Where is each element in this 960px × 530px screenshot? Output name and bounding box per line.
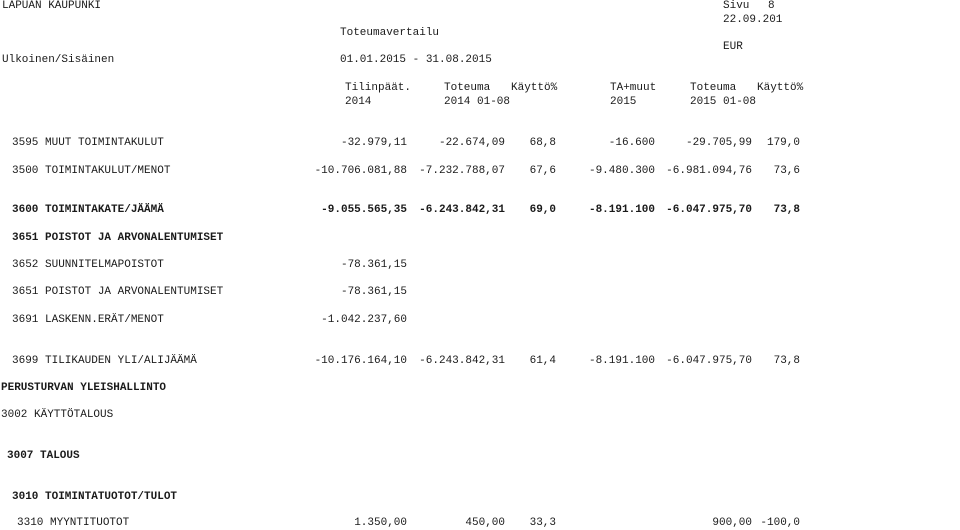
value-kaytto-2015: -100,0	[760, 517, 800, 529]
value-tilinpaat-2014: 1.350,00	[354, 517, 407, 529]
org-name: LAPUAN KAUPUNKI	[2, 0, 102, 12]
row-label: 3010 TOIMINTATUOTOT/TULOT	[12, 491, 178, 503]
value-tilinpaat-2014: -1.042.237,60	[321, 314, 407, 326]
period-label: 01.01.2015 - 31.08.2015	[340, 54, 492, 66]
value-kaytto-2015: 73,8	[773, 204, 800, 216]
report-title: Toteumavertailu	[340, 27, 440, 39]
value-kaytto-2014: 67,6	[529, 165, 556, 177]
value-toteuma-2014: -7.232.788,07	[419, 165, 505, 177]
value-ta-muut-2015: -16.600	[608, 137, 655, 149]
value-tilinpaat-2014: -10.176.164,10	[314, 355, 407, 367]
section-heading: 3002 KÄYTTÖTALOUS	[0, 409, 960, 422]
col-header-3: Käyttö%	[511, 82, 558, 94]
value-kaytto-2014: 33,3	[529, 517, 556, 529]
row-label: 3651 POISTOT JA ARVONALENTUMISET	[12, 232, 224, 244]
table-row: 3595 MUUT TOIMINTAKULUT -32.979,11 -22.6…	[0, 137, 960, 150]
value-ta-muut-2015: -8.191.100	[588, 355, 655, 367]
value-toteuma-2015: -6.981.094,76	[666, 165, 752, 177]
value-kaytto-2015: 73,6	[773, 165, 800, 177]
row-label: 3595 MUUT TOIMINTAKULUT	[12, 137, 164, 149]
row-label: 3310 MYYNTITUOTOT	[17, 517, 130, 529]
col-header-2-sub: 2014 01-08	[444, 96, 511, 108]
row-label: 3002 KÄYTTÖTALOUS	[1, 409, 114, 421]
value-tilinpaat-2014: -9.055.565,35	[321, 204, 407, 216]
value-toteuma-2014: 450,00	[465, 517, 505, 529]
table-row: 3691 LASKENN.ERÄT/MENOT -1.042.237,60	[0, 314, 960, 327]
section-heading: 3651 POISTOT JA ARVONALENTUMISET	[0, 232, 960, 245]
col-header-4-sub: 2015	[610, 96, 637, 108]
col-header-1-sub: 2014	[345, 96, 372, 108]
value-toteuma-2015: -6.047.975,70	[666, 355, 752, 367]
scope-label: Ulkoinen/Sisäinen	[2, 54, 115, 66]
row-label: 3699 TILIKAUDEN YLI/ALIJÄÄMÄ	[12, 355, 197, 367]
table-row: 3652 SUUNNITELMAPOISTOT -78.361,15	[0, 259, 960, 272]
row-label: 3600 TOIMINTAKATE/JÄÄMÄ	[12, 204, 164, 216]
row-label: 3007 TALOUS	[7, 450, 80, 462]
value-toteuma-2014: -6.243.842,31	[419, 204, 505, 216]
value-tilinpaat-2014: -10.706.081,88	[314, 165, 407, 177]
value-toteuma-2014: -22.674,09	[438, 137, 505, 149]
report-date: 22.09.201	[723, 14, 783, 26]
value-kaytto-2014: 68,8	[529, 137, 556, 149]
col-header-1: Tilinpäät.	[345, 82, 412, 94]
table-row: 3310 MYYNTITUOTOT 1.350,00 450,00 33,3 9…	[0, 517, 960, 530]
col-header-5: Toteuma	[690, 82, 737, 94]
value-kaytto-2014: 61,4	[529, 355, 556, 367]
row-label: PERUSTURVAN YLEISHALLINTO	[1, 382, 167, 394]
col-header-5-sub: 2015 01-08	[690, 96, 757, 108]
table-row: 3500 TOIMINTAKULUT/MENOT -10.706.081,88 …	[0, 165, 960, 178]
value-kaytto-2014: 69,0	[529, 204, 556, 216]
value-kaytto-2015: 179,0	[766, 137, 800, 149]
value-ta-muut-2015: -8.191.100	[588, 204, 655, 216]
table-row: 3699 TILIKAUDEN YLI/ALIJÄÄMÄ -10.176.164…	[0, 355, 960, 368]
value-toteuma-2014: -6.243.842,31	[419, 355, 505, 367]
section-heading: PERUSTURVAN YLEISHALLINTO	[0, 382, 960, 395]
col-header-2: Toteuma	[444, 82, 491, 94]
section-heading: 3010 TOIMINTATUOTOT/TULOT	[0, 491, 960, 504]
table-row-total: 3600 TOIMINTAKATE/JÄÄMÄ -9.055.565,35 -6…	[0, 204, 960, 217]
row-label: 3500 TOIMINTAKULUT/MENOT	[12, 165, 171, 177]
currency-label: EUR	[723, 41, 743, 53]
row-label: 3691 LASKENN.ERÄT/MENOT	[12, 314, 164, 326]
table-row: 3651 POISTOT JA ARVONALENTUMISET -78.361…	[0, 286, 960, 299]
row-label: 3651 POISTOT JA ARVONALENTUMISET	[12, 286, 224, 298]
section-heading: 3007 TALOUS	[0, 450, 960, 463]
value-ta-muut-2015: -9.480.300	[588, 165, 655, 177]
page-label: Sivu	[723, 0, 750, 12]
row-label: 3652 SUUNNITELMAPOISTOT	[12, 259, 164, 271]
col-header-4: TA+muut	[610, 82, 657, 94]
value-toteuma-2015: 900,00	[712, 517, 752, 529]
col-header-6: Käyttö%	[757, 82, 804, 94]
value-kaytto-2015: 73,8	[773, 355, 800, 367]
value-tilinpaat-2014: -32.979,11	[340, 137, 407, 149]
value-toteuma-2015: -6.047.975,70	[666, 204, 752, 216]
value-tilinpaat-2014: -78.361,15	[340, 259, 407, 271]
page-number: 8	[768, 0, 775, 12]
value-tilinpaat-2014: -78.361,15	[340, 286, 407, 298]
value-toteuma-2015: -29.705,99	[685, 137, 752, 149]
